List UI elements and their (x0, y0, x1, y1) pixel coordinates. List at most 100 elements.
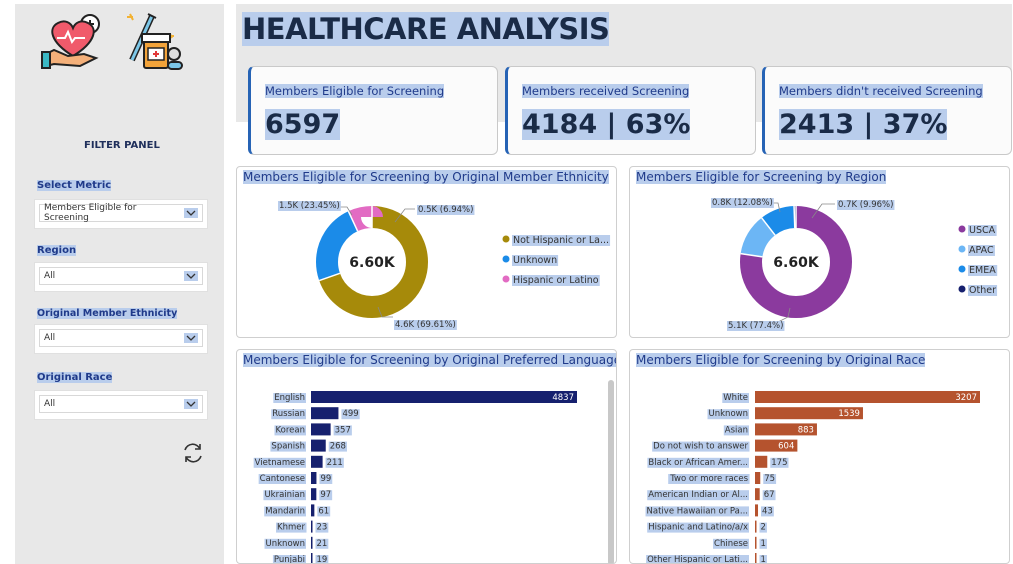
category-label: Do not wish to answer (653, 442, 748, 452)
bar[interactable] (755, 520, 757, 533)
bar[interactable] (311, 423, 331, 436)
bar[interactable] (755, 472, 761, 484)
text-highlight (646, 555, 749, 563)
text-highlight (759, 555, 767, 563)
category-label: Punjabi (274, 555, 305, 564)
kpi-label: Members didn't received Screening (779, 84, 983, 98)
bar[interactable] (311, 439, 326, 452)
text-highlight (722, 393, 749, 403)
slice-separator (740, 252, 763, 258)
refresh-icon[interactable] (180, 440, 206, 466)
legend-marker (958, 225, 966, 233)
category-label: Black or African Amer... (648, 458, 748, 468)
text-highlight (512, 255, 559, 266)
bar[interactable] (311, 536, 313, 549)
region-dropdown[interactable]: All (39, 267, 203, 285)
category-label: Korean (276, 425, 305, 435)
text-highlight (668, 474, 750, 484)
filter-panel-title: FILTER PANEL (84, 140, 160, 151)
category-label: Unknown (266, 539, 305, 549)
text-highlight (341, 409, 360, 420)
data-label: 4837 (552, 393, 574, 403)
category-label: English (274, 393, 305, 403)
ethnicity-donut-chart: 6.60K 4.6K (69.61%) 1.5K (23.45%) 0.5K (6.9… (278, 201, 611, 330)
scrollbar[interactable] (608, 380, 614, 563)
category-label: American Indian or Al... (648, 490, 748, 500)
bar[interactable] (311, 488, 317, 501)
kpi-card-eligible: Members Eligible for Screening 6597 (248, 66, 498, 155)
text-highlight (328, 441, 347, 452)
data-label: 23 (317, 523, 328, 533)
donut-center-label: 6.60K (773, 255, 820, 271)
data-label: 5.1K (77.4%) (728, 321, 783, 331)
bar[interactable] (755, 553, 757, 564)
bar[interactable] (311, 553, 313, 564)
data-label: 1 (761, 555, 766, 564)
bar[interactable] (755, 407, 863, 420)
legend-entry: EMEA (969, 265, 996, 276)
bar[interactable] (311, 472, 317, 484)
heart-care-icon (41, 14, 100, 69)
category-label: Khmer (277, 523, 305, 533)
legend-marker (958, 245, 966, 253)
slice-separator (793, 206, 796, 229)
text-highlight (707, 409, 749, 420)
kpi-card-received: Members received Screening 4184 | 63% (505, 66, 756, 155)
category-label: Native Hawaiian or Pa... (647, 506, 748, 516)
text-highlight (837, 200, 895, 210)
text-highlight (319, 490, 333, 501)
select-metric-dropdown[interactable]: Members Eligible for Screening (39, 203, 203, 223)
data-label: 0.5K (6.94%) (418, 205, 473, 215)
text-highlight (319, 474, 333, 484)
category-label: White (723, 393, 748, 403)
text-highlight (274, 425, 306, 436)
category-label: Other Hispanic or Lati... (647, 555, 748, 564)
race-slicer: All (34, 390, 208, 420)
slice-separator (318, 272, 341, 282)
language-bar-chart: English 4837 Russian 499 Korean 357 Spanish 268… (253, 391, 577, 564)
race-dropdown[interactable]: All (39, 395, 203, 413)
bar[interactable] (311, 504, 315, 517)
category-label: Cantonese (260, 474, 305, 484)
region-slicer: All (34, 262, 208, 292)
data-label: 3207 (955, 393, 977, 403)
data-label: 604 (778, 442, 794, 452)
ethnicity-label: Original Member Ethnicity (37, 308, 178, 319)
text-highlight (278, 201, 341, 211)
text-highlight (647, 490, 749, 501)
category-label: Mandarin (265, 506, 305, 516)
text-highlight (270, 441, 306, 452)
bar[interactable] (755, 488, 760, 501)
select-metric-slicer: Members Eligible for Screening (34, 199, 208, 229)
race-bar-chart: White 3207 Unknown 1539 Asian 883 Do not wish … (645, 391, 980, 564)
select-metric-label: Select Metric (37, 180, 112, 191)
bar[interactable] (755, 439, 798, 452)
bar[interactable] (755, 423, 817, 436)
text-highlight (762, 490, 776, 501)
bar[interactable] (311, 391, 577, 403)
text-highlight (417, 205, 475, 215)
bar[interactable] (311, 455, 323, 468)
donut-slice[interactable] (316, 206, 428, 318)
text-highlight (258, 474, 306, 484)
region-donut-panel: Members Eligible for Screening by Region… (629, 166, 1010, 338)
bar[interactable] (311, 407, 339, 420)
page-title: HEALTHCARE ANALYSIS (242, 12, 610, 46)
text-highlight (713, 538, 749, 549)
bar[interactable] (755, 536, 757, 549)
chart-title: Members Eligible for Screening by Region (636, 170, 887, 184)
text-highlight (264, 506, 306, 517)
chevron-down-icon (184, 399, 198, 409)
ethnicity-dropdown[interactable]: All (39, 329, 203, 347)
text-highlight (253, 457, 306, 468)
donut-center-label: 6.60K (349, 255, 396, 271)
medicine-syringe-icon (127, 13, 183, 70)
region-value: All (44, 271, 56, 281)
bar[interactable] (755, 504, 759, 517)
data-label: 61 (318, 506, 329, 516)
bar[interactable] (755, 391, 980, 403)
bar[interactable] (311, 520, 313, 533)
bar[interactable] (755, 455, 768, 468)
data-label: 211 (327, 458, 343, 468)
callout-line (811, 203, 835, 219)
